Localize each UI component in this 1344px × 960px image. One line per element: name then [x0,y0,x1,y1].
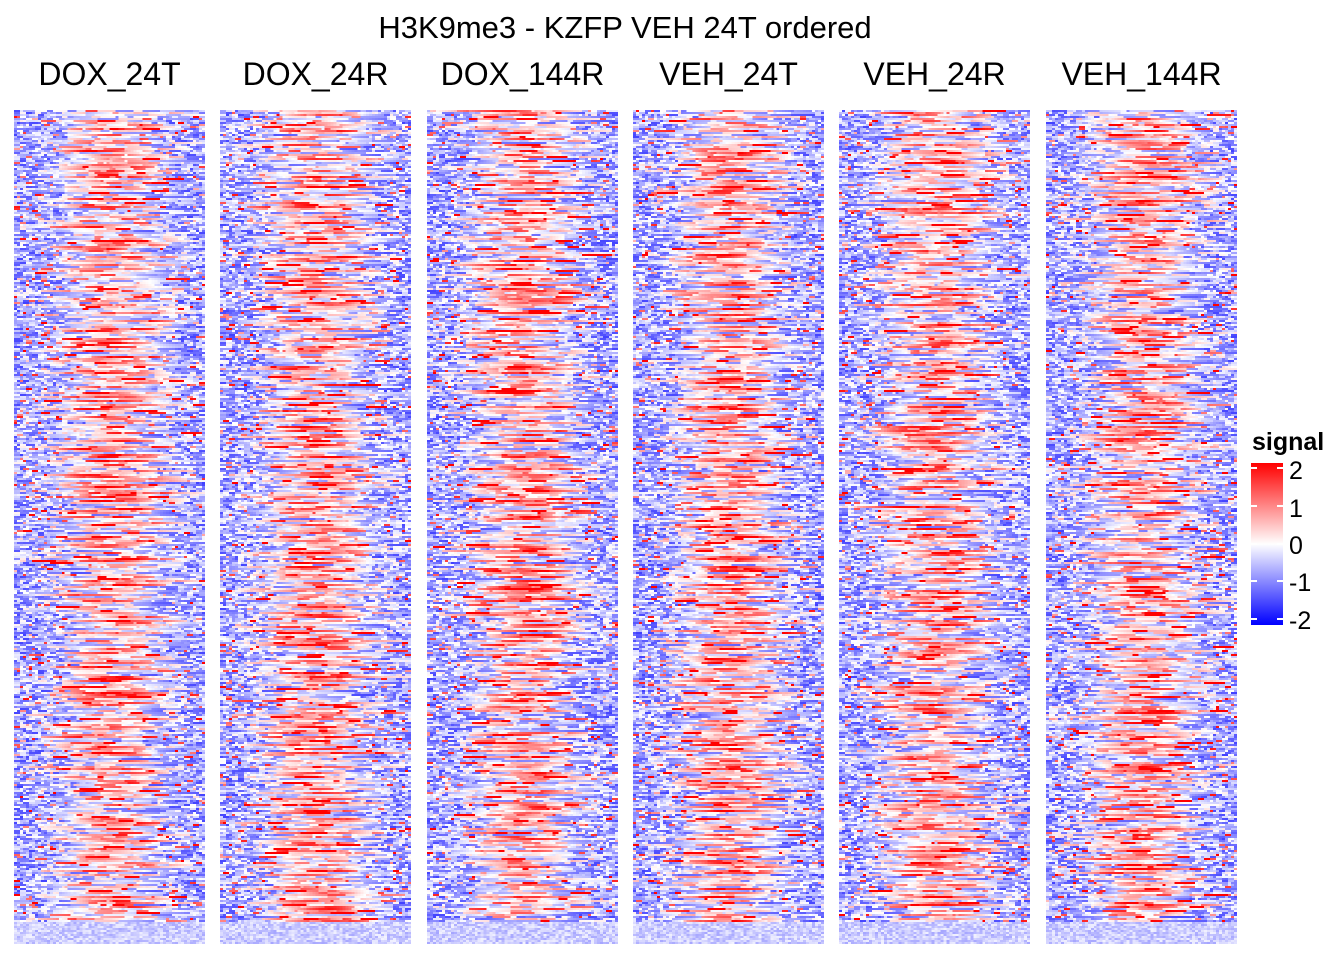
legend-tick-label: 1 [1289,495,1303,523]
legend-tick [1251,580,1283,582]
heatmap-panel-dox-24r [220,110,411,944]
legend-tick-label: -1 [1289,569,1312,597]
legend-tick-label: -2 [1289,607,1312,635]
heatmap-panel-dox-24t [14,110,205,944]
panel-label: VEH_144R [1061,56,1222,92]
heatmap-panel-veh-144r [1046,110,1237,944]
panel-label: DOX_144R [440,56,605,92]
legend-tick [1251,467,1283,469]
panel-label: DOX_24T [38,56,181,92]
heatmap-panel-veh-24r [839,110,1030,944]
chart-title: H3K9me3 - KZFP VEH 24T ordered [378,10,872,45]
legend-tick [1251,505,1283,507]
legend-tick-label: 0 [1289,532,1303,560]
heatmap-panel-dox-144r [427,110,618,944]
panel-label: VEH_24T [659,56,798,92]
heatmap-panel-veh-24t [633,110,824,944]
legend-tick-label: 2 [1289,457,1303,485]
legend-tick [1251,618,1283,620]
legend-colorbar [1251,463,1283,625]
legend-title: signal [1252,428,1325,456]
panel-label: VEH_24R [863,56,1006,92]
legend-tick [1251,543,1283,545]
panel-label: DOX_24R [242,56,389,92]
